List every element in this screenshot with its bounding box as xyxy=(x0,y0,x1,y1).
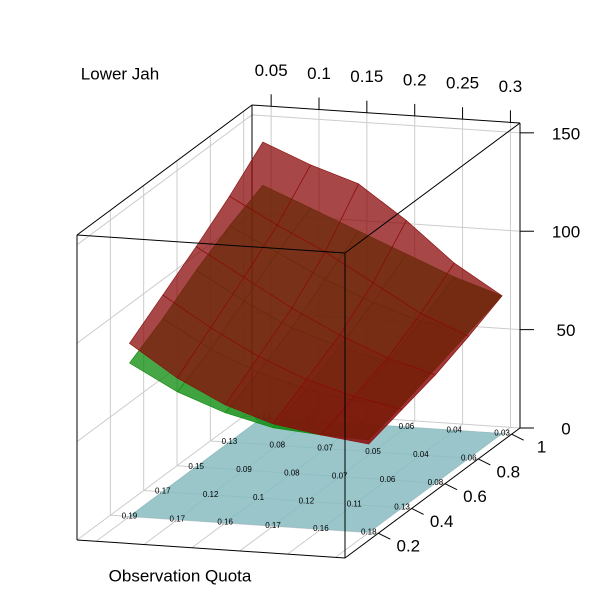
grid-line xyxy=(76,409,253,541)
z-tick-label: 150 xyxy=(552,124,580,143)
value-label: 0.07 xyxy=(332,472,348,481)
y-tick-label: 1 xyxy=(537,438,546,457)
x-tick-label: 0.25 xyxy=(446,74,479,93)
x-tick-label: 0.2 xyxy=(403,70,427,89)
value-label: 0.19 xyxy=(122,511,138,520)
z-tick-label: 0 xyxy=(561,419,570,438)
box-edge xyxy=(76,104,253,236)
box-edge xyxy=(344,427,521,559)
value-label: 0.03 xyxy=(494,429,510,438)
box-edge xyxy=(76,539,346,559)
value-label: 0.06 xyxy=(380,475,396,484)
x-tick-label: 0.3 xyxy=(499,77,523,96)
surface-facet xyxy=(320,504,403,533)
value-label: 0.07 xyxy=(317,444,333,453)
value-label: 0.15 xyxy=(188,462,204,471)
value-label: 0.04 xyxy=(413,450,429,459)
tick-mark xyxy=(444,483,458,491)
value-label: 0.06 xyxy=(461,453,477,462)
grid-line xyxy=(76,114,253,246)
y-tick-label: 0.6 xyxy=(463,487,487,506)
box-edge xyxy=(251,104,521,124)
tick-mark xyxy=(511,433,524,441)
value-label: 0.16 xyxy=(313,524,329,533)
z-tick-label: 100 xyxy=(552,223,580,242)
x-tick-label: 0.05 xyxy=(255,61,288,80)
y-axis-title: Observation Quota xyxy=(109,566,252,585)
grid-line xyxy=(251,114,521,134)
tick-mark xyxy=(411,508,424,515)
grid-line xyxy=(110,514,379,534)
tick-mark xyxy=(478,458,491,466)
value-label: 0.09 xyxy=(236,465,252,474)
box-edge xyxy=(344,122,521,254)
x-tick-label: 0.15 xyxy=(350,67,383,86)
tick-mark xyxy=(378,532,391,540)
value-label: 0.17 xyxy=(155,487,171,496)
value-label: 0.12 xyxy=(299,496,315,505)
x-tick-label: 0.1 xyxy=(307,64,331,83)
value-label: 0.16 xyxy=(217,518,233,527)
box-edge xyxy=(76,234,346,254)
value-label: 0.1 xyxy=(253,493,265,502)
surface-facet xyxy=(320,396,403,445)
y-tick-label: 0.4 xyxy=(430,512,454,531)
value-label: 0.05 xyxy=(365,447,381,456)
y-tick-label: 0.8 xyxy=(497,462,521,481)
y-tick-label: 0.2 xyxy=(397,537,421,556)
z-tick-label: 50 xyxy=(557,321,576,340)
value-label: 0.13 xyxy=(222,437,238,446)
value-label: 0.06 xyxy=(399,422,415,431)
value-label: 0.13 xyxy=(394,503,410,512)
x-axis-title: Lower Jah xyxy=(81,64,159,83)
value-label: 0.08 xyxy=(428,478,444,487)
value-label: 0.17 xyxy=(265,521,281,530)
value-label: 0.11 xyxy=(347,500,363,509)
value-label: 0.12 xyxy=(203,490,219,499)
value-label: 0.04 xyxy=(446,425,462,434)
value-label: 0.08 xyxy=(270,440,286,449)
value-label: 0.17 xyxy=(170,515,186,524)
value-label: 0.18 xyxy=(361,527,377,536)
value-label: 0.08 xyxy=(284,468,300,477)
